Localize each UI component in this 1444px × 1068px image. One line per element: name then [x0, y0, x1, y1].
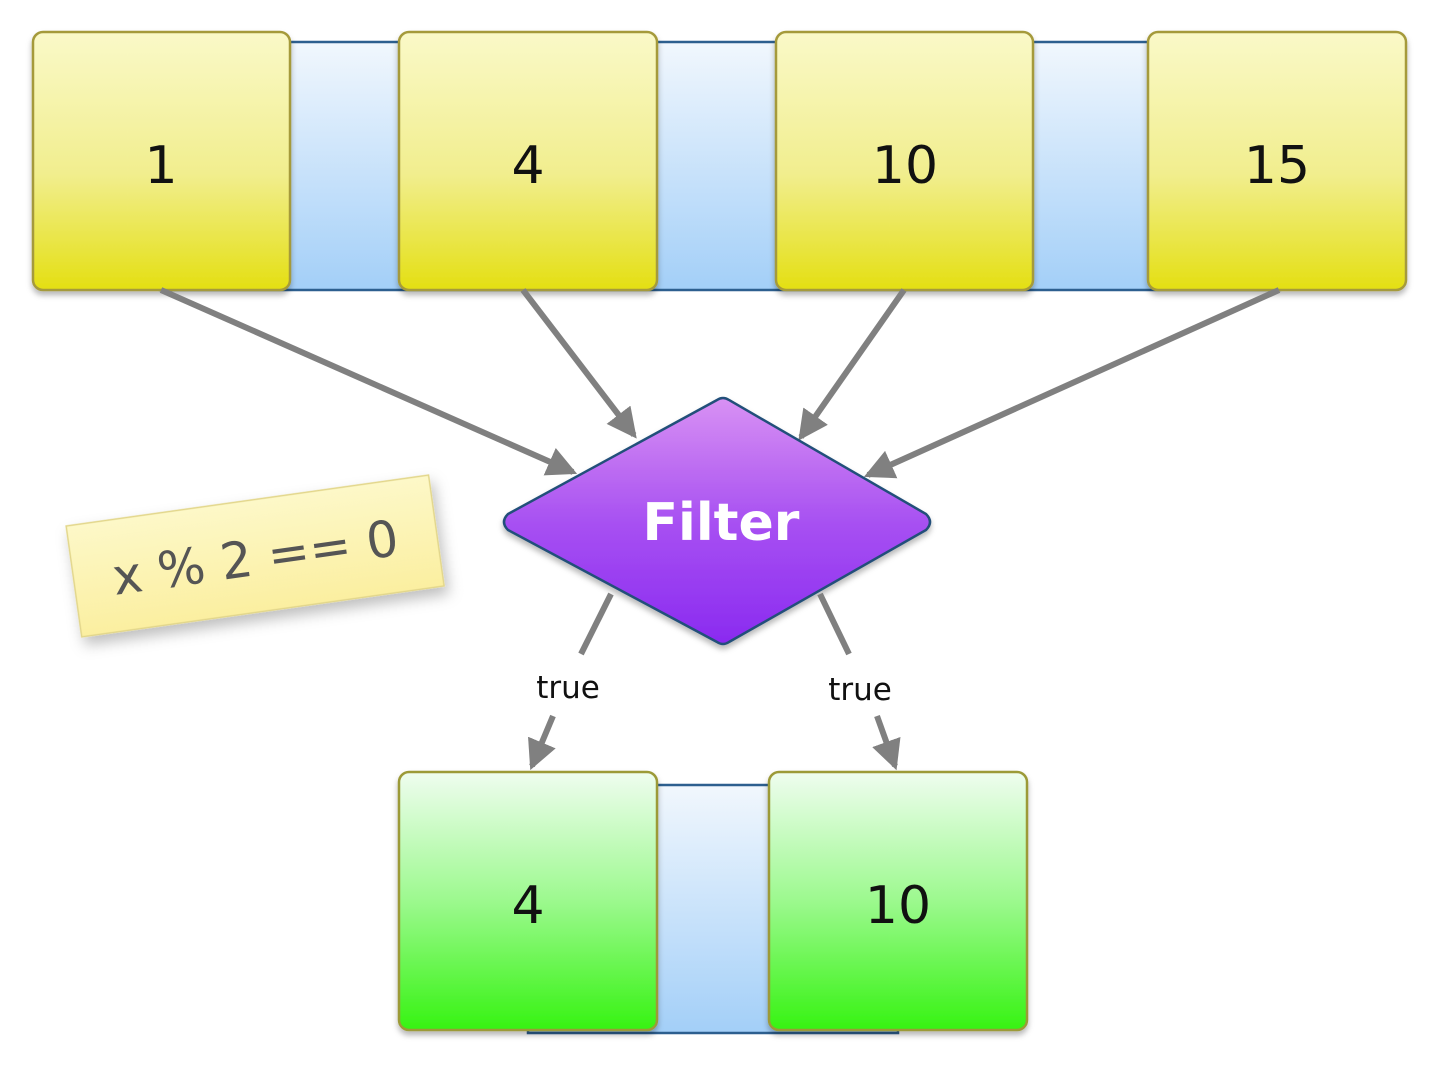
output-arrows [528, 592, 901, 771]
output-list: 4 10 [397, 770, 1029, 1035]
arrow-item-2-to-filter [520, 288, 637, 439]
predicate-note: x % 2 == 0 [65, 474, 445, 638]
input-item-1-label: 1 [144, 136, 177, 196]
edge-label-true-left: true [536, 670, 600, 706]
edge-label-true-right: true [828, 672, 892, 708]
input-item-4-label: 15 [1244, 136, 1310, 196]
arrow-filter-to-output-2-upper [817, 592, 852, 656]
filter-label: Filter [643, 493, 800, 553]
input-list: 1 4 10 15 [31, 30, 1408, 292]
output-item-2-label: 10 [865, 876, 931, 936]
input-item-3 [774, 30, 1035, 292]
arrow-filter-to-output-2-lower [872, 714, 901, 771]
input-item-2 [397, 30, 659, 292]
arrow-filter-to-output-1-lower [528, 714, 556, 771]
input-item-3-label: 10 [872, 136, 938, 196]
arrow-item-4-to-filter [863, 287, 1281, 479]
output-item-1 [397, 770, 659, 1032]
output-item-2 [767, 770, 1029, 1032]
arrow-filter-to-output-1-upper [578, 592, 614, 656]
input-arrows [159, 287, 1281, 479]
input-item-2-label: 4 [511, 136, 544, 196]
arrow-item-1-to-filter [159, 287, 578, 476]
input-list-connector [158, 40, 1282, 292]
output-item-1-label: 4 [511, 876, 544, 936]
arrow-item-3-to-filter [798, 288, 907, 441]
filter-node: Filter [502, 396, 932, 646]
